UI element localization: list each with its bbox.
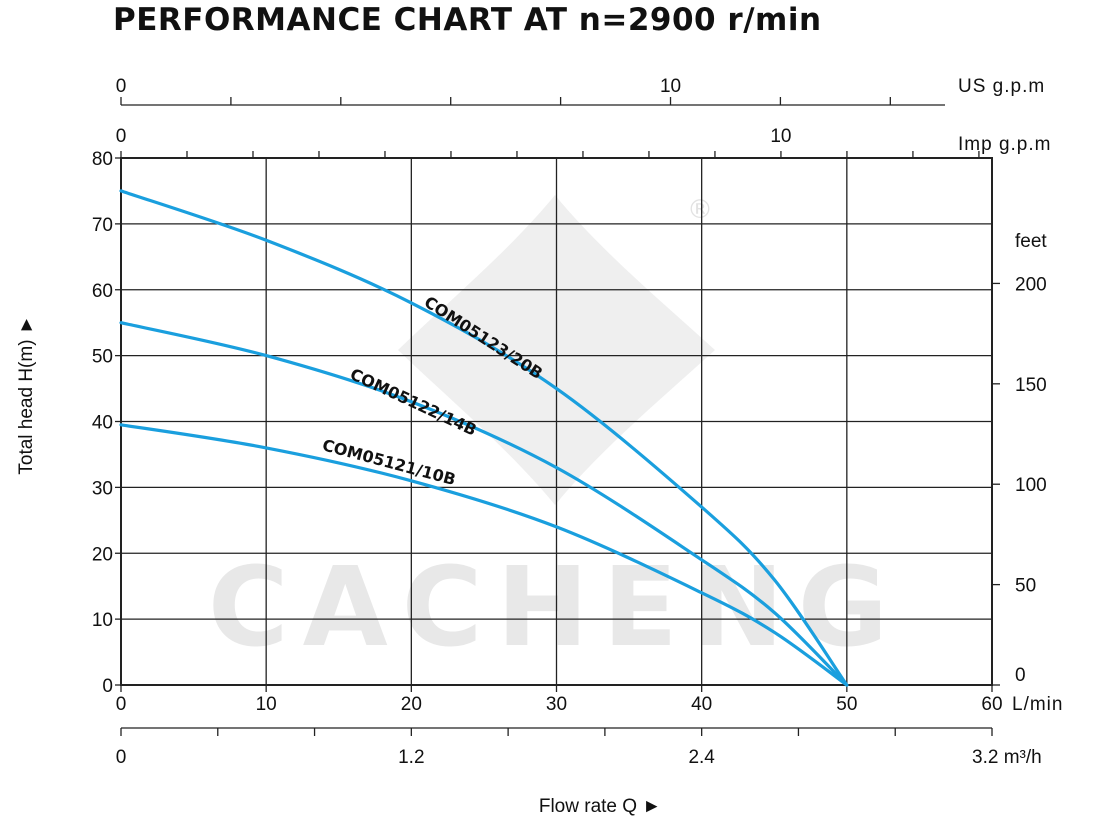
m3h-unit: 3.2 m³/h [972, 747, 1042, 768]
y-tick-label: 30 [92, 478, 113, 499]
x-tick-label: 40 [691, 694, 712, 715]
y-tick-label: 0 [102, 676, 113, 697]
feet-unit-label: feet [1015, 231, 1047, 252]
m3h-tick-label: 1.2 [398, 747, 424, 768]
x-axis-unit: L/min [1012, 694, 1063, 715]
series-line-com05123-20b [119, 189, 849, 687]
series-line-com05122-14b [119, 321, 849, 687]
feet-tick-label: 0 [1015, 665, 1026, 686]
y-tick-label: 60 [92, 281, 113, 302]
chart-title: PERFORMANCE CHART AT n=2900 r/min [113, 2, 822, 38]
us-gpm-tick-label: 0 [116, 76, 127, 97]
y-axis-label: Total head H(m) ► [16, 315, 37, 474]
feet-tick-label: 200 [1015, 274, 1047, 295]
x-axis-label: Flow rate Q ► [539, 796, 661, 817]
y-tick-label: 80 [92, 149, 113, 170]
us-gpm-tick-label: 10 [660, 76, 681, 97]
imp-gpm-unit: Imp g.p.m [958, 134, 1051, 155]
x-tick-label: 30 [546, 694, 567, 715]
x-tick-label: 20 [401, 694, 422, 715]
y-tick-label: 70 [92, 215, 113, 236]
feet-tick-label: 150 [1015, 375, 1047, 396]
watermark: CACHENG ® [208, 195, 902, 671]
watermark-text: CACHENG [208, 543, 902, 671]
y-tick-label: 10 [92, 610, 113, 631]
y-tick-label: 50 [92, 347, 113, 368]
y-tick-label: 40 [92, 413, 113, 434]
us-gpm-unit: US g.p.m [958, 76, 1045, 97]
feet-tick-label: 100 [1015, 475, 1047, 496]
m3h-tick-label: 2.4 [688, 747, 715, 768]
imp-gpm-tick-label: 0 [116, 126, 127, 147]
registered-mark: ® [687, 195, 713, 225]
x-tick-label: 10 [256, 694, 277, 715]
x-tick-label: 50 [836, 694, 857, 715]
y-tick-label: 20 [92, 544, 113, 565]
x-tick-label: 0 [116, 694, 127, 715]
feet-tick-label: 50 [1015, 576, 1036, 597]
m3h-tick-label: 0 [116, 747, 127, 768]
x-tick-label: 60 [981, 694, 1002, 715]
series-line-com05121-10b [119, 423, 849, 687]
imp-gpm-tick-label: 10 [770, 126, 791, 147]
